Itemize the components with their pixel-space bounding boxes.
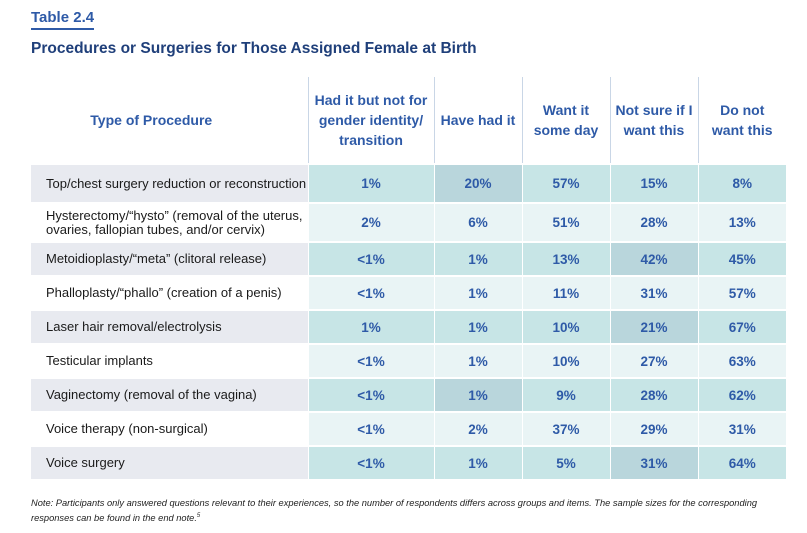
table-label: Table 2.4 [31, 9, 95, 30]
column-header: Had it but not for gender identity/ tran… [307, 77, 434, 165]
column-header: Type of Procedure [31, 77, 308, 165]
procedures-table: Type of Procedure Had it but not for gen… [31, 77, 786, 479]
percent-cell: 13% [697, 202, 786, 242]
percent-cell: <1% [307, 411, 434, 446]
column-header: Have had it [433, 77, 522, 165]
percent-cell: 1% [307, 309, 434, 344]
percent-cell: 2% [307, 202, 434, 242]
header-row: Type of Procedure Had it but not for gen… [31, 77, 786, 165]
table-row: Voice surgery <1% 1% 5% 31% 64% [31, 445, 786, 479]
table-title: Procedures or Surgeries for Those Assign… [31, 40, 477, 57]
procedure-name: Testicular implants [31, 343, 308, 378]
percent-cell: 1% [433, 275, 522, 310]
footnote: Note: Participants only answered questio… [31, 497, 791, 525]
procedure-name: Hysterectomy/“hysto” (removal of the ute… [31, 202, 308, 242]
percent-cell: 42% [609, 241, 698, 276]
percent-cell: 37% [521, 411, 610, 446]
percent-cell: 28% [609, 202, 698, 242]
procedure-name: Laser hair removal/electrolysis [31, 309, 308, 344]
percent-cell: 57% [521, 163, 610, 203]
percent-cell: 13% [521, 241, 610, 276]
column-header: Want it some day [521, 77, 610, 165]
percent-cell: 1% [433, 343, 522, 378]
percent-cell: 29% [609, 411, 698, 446]
percent-cell: 27% [609, 343, 698, 378]
procedure-name: Metoidioplasty/“meta” (clitoral release) [31, 241, 308, 276]
percent-cell: 57% [697, 275, 786, 310]
footnote-text: Note: Participants only answered questio… [31, 498, 758, 524]
percent-cell: <1% [307, 377, 434, 412]
percent-cell: <1% [307, 275, 434, 310]
percent-cell: 31% [609, 445, 698, 479]
percent-cell: 15% [609, 163, 698, 203]
procedure-name: Voice therapy (non-surgical) [31, 411, 308, 446]
procedure-name: Phalloplasty/“phallo” (creation of a pen… [31, 275, 308, 310]
footnote-ref: 5 [196, 513, 201, 519]
percent-cell: 6% [433, 202, 522, 242]
percent-cell: 20% [433, 163, 522, 203]
percent-cell: 45% [697, 241, 786, 276]
percent-cell: 21% [609, 309, 698, 344]
column-header: Not sure if I want this [609, 77, 698, 165]
table-row: Vaginectomy (removal of the vagina) <1% 1%… [31, 377, 786, 412]
percent-cell: 31% [697, 411, 786, 446]
percent-cell: 63% [697, 343, 786, 378]
table-row: Phalloplasty/“phallo” (creation of a pen… [31, 275, 786, 310]
table-row: Voice therapy (non-surgical) <1% 2% 37% 29% 3… [31, 411, 786, 446]
table-row: Metoidioplasty/“meta” (clitoral release)… [31, 241, 786, 276]
percent-cell: 11% [521, 275, 610, 310]
percent-cell: 1% [433, 241, 522, 276]
percent-cell: 9% [521, 377, 610, 412]
table-row: Testicular implants <1% 1% 10% 27% 63% [31, 343, 786, 378]
percent-cell: 5% [521, 445, 610, 479]
percent-cell: 31% [609, 275, 698, 310]
percent-cell: 10% [521, 309, 610, 344]
percent-cell: 28% [609, 377, 698, 412]
percent-cell: 64% [697, 445, 786, 479]
percent-cell: 62% [697, 377, 786, 412]
percent-cell: <1% [307, 445, 434, 479]
percent-cell: <1% [307, 241, 434, 276]
procedure-name: Voice surgery [31, 445, 308, 479]
table-row: Hysterectomy/“hysto” (removal of the ute… [31, 202, 786, 242]
column-header: Do not want this [697, 77, 786, 165]
procedure-name: Top/chest surgery reduction or reconstru… [31, 163, 308, 203]
percent-cell: 8% [697, 163, 786, 203]
percent-cell: 10% [521, 343, 610, 378]
percent-cell: 1% [307, 163, 434, 203]
procedure-name: Vaginectomy (removal of the vagina) [31, 377, 308, 412]
percent-cell: 1% [433, 377, 522, 412]
percent-cell: 1% [433, 445, 522, 479]
percent-cell: 1% [433, 309, 522, 344]
table-row: Top/chest surgery reduction or reconstru… [31, 163, 786, 203]
percent-cell: 67% [697, 309, 786, 344]
table-row: Laser hair removal/electrolysis 1% 1% 10% 21… [31, 309, 786, 344]
percent-cell: 2% [433, 411, 522, 446]
percent-cell: 51% [521, 202, 610, 242]
percent-cell: <1% [307, 343, 434, 378]
